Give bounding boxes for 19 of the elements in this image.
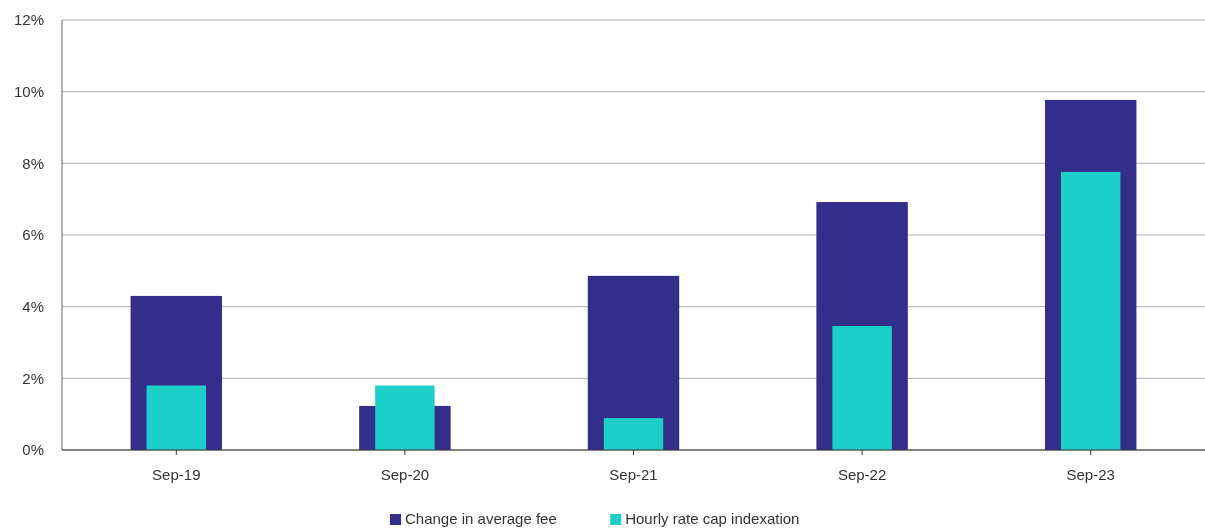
y-tick-label: 12% [13, 11, 44, 29]
y-tick-label: 8% [22, 154, 44, 172]
bar [1060, 171, 1121, 450]
y-tick-label: 0% [22, 441, 44, 459]
bar [146, 385, 207, 450]
x-tick-label: Sep-21 [609, 466, 658, 483]
bar [832, 326, 892, 450]
x-tick-label: Sep-20 [380, 466, 430, 483]
legend-label: Hourly rate cap indexation [625, 510, 800, 527]
x-tick-label: Sep-23 [1066, 466, 1115, 483]
y-tick-label: 6% [22, 226, 44, 244]
bar [375, 385, 435, 450]
x-tick-label: Sep-19 [152, 466, 201, 483]
x-tick-label: Sep-22 [837, 466, 887, 483]
y-tick-label: 4% [22, 297, 44, 315]
y-tick-label: 10% [13, 82, 44, 100]
y-tick-label: 2% [22, 369, 44, 387]
bar [603, 418, 664, 450]
legend-label: Change in average fee [405, 510, 557, 527]
